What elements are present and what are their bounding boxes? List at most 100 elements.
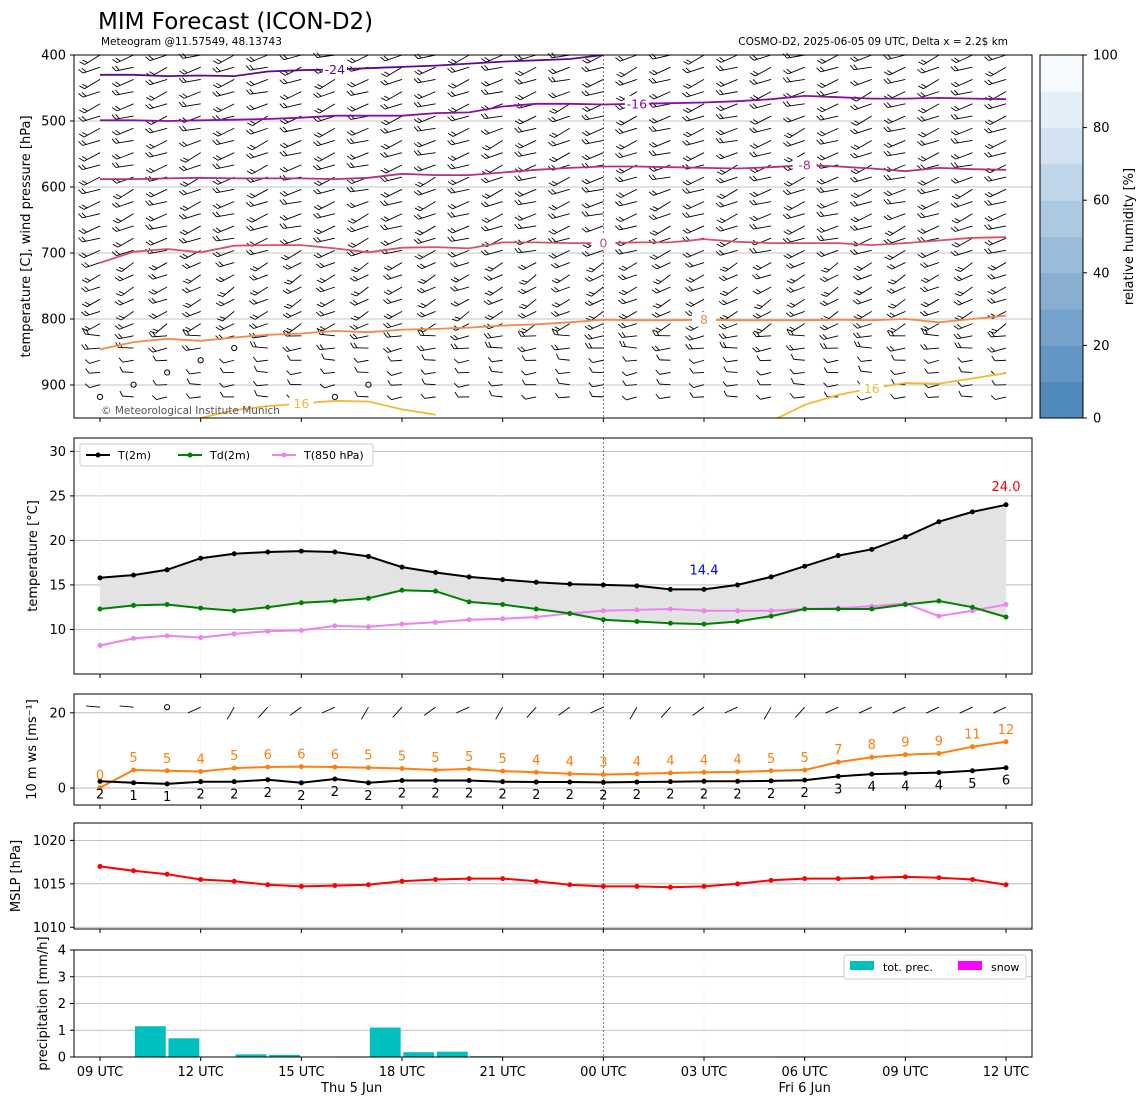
wind-barb-staff (121, 262, 134, 272)
wind-barb-feather (81, 252, 88, 257)
wind-barb-feather (179, 255, 186, 260)
wind-barb-feather (987, 55, 993, 60)
wind-barb-staff (726, 395, 738, 398)
wind-barb-feather (923, 286, 929, 291)
wind-barb-feather (752, 191, 759, 196)
wind-barb-feather (182, 157, 189, 161)
data-point (667, 606, 673, 612)
wind-barb-feather (212, 188, 217, 194)
wind-barb-feather (450, 235, 456, 241)
wind-barb-staff (995, 396, 1007, 400)
wind-barb-feather (346, 179, 352, 184)
wind-barb-staff (356, 311, 369, 321)
wind-barb-feather (249, 316, 256, 320)
wind-barb-feather (417, 238, 422, 243)
wind-barb-feather (212, 91, 218, 97)
wind-barb-feather (819, 187, 825, 193)
wind-barb-feather (117, 324, 124, 329)
wind-barb-feather (615, 153, 620, 158)
wind-barb-feather (313, 165, 318, 171)
data-point (433, 569, 439, 575)
wind-barb-feather (685, 188, 691, 193)
data-point (332, 883, 338, 889)
wind-barb-feather (185, 393, 191, 399)
wind-barb-feather (823, 382, 828, 388)
wind-barb-feather (850, 194, 857, 199)
wind-barb-feather (521, 355, 526, 361)
wind-barb-staff (357, 359, 369, 363)
isotherm--16 (100, 94, 1007, 122)
wind-barb-feather (648, 150, 654, 156)
wind-barb-feather (453, 277, 460, 281)
wind-barb-feather (651, 265, 658, 270)
wind-barb-feather (182, 213, 188, 219)
figure-subtitle-left: Meteogram @11.57549, 48.13743 (101, 36, 282, 48)
wind-barb-feather (315, 263, 322, 269)
wind-barb-feather (413, 191, 419, 196)
wind-barb-feather (279, 103, 285, 109)
isotherm-label: 16 (293, 396, 309, 411)
wind-barb-feather (721, 323, 728, 329)
wind-barb-feather (148, 240, 155, 245)
legend-marker (95, 452, 101, 458)
wind-barb-feather (115, 250, 120, 255)
wind-barb-feather (282, 290, 289, 294)
wind-barb-feather (816, 180, 822, 185)
data-point (399, 621, 405, 627)
wind-barb-feather (853, 267, 860, 272)
data-point (567, 779, 573, 785)
wind-barb-feather (853, 176, 859, 182)
wind-barb-staff (153, 262, 168, 271)
wind-barb-feather (447, 140, 452, 146)
wind-barb-feather (715, 178, 721, 184)
wind-barb-feather (547, 189, 553, 195)
wind-barb-feather (686, 83, 692, 88)
wind-barb-staff (656, 262, 671, 270)
wind-barb-feather (919, 263, 925, 268)
wind-barb-feather (483, 333, 489, 339)
wind-barb-feather (215, 139, 221, 145)
wind-barb-staff (424, 359, 436, 361)
wind-barb-feather (951, 195, 958, 200)
wind-barb-feather (722, 357, 728, 363)
wind-barb-feather (178, 142, 185, 147)
wind-barb-staff (524, 298, 537, 309)
wind-barb-staff (222, 286, 235, 297)
wind-barb-feather (715, 154, 721, 160)
wind-barb-feather (450, 187, 456, 193)
wind-barb-feather (181, 312, 187, 318)
wind-barb-feather (383, 143, 390, 148)
mean-wind-value-label: 2 (633, 788, 641, 803)
wind-barb-feather (856, 298, 862, 304)
wind-barb-feather (453, 334, 459, 340)
wind-barb-feather (685, 131, 692, 136)
x-tick-label: 00 UTC (580, 1065, 626, 1080)
wind-barb-feather (820, 82, 826, 87)
wind-barb-feather (851, 98, 857, 102)
colorbar-tick-label: 60 (1093, 194, 1110, 209)
wind-barb-staff (153, 311, 168, 319)
wind-barb-feather (722, 290, 729, 294)
wind-barb-feather (286, 279, 293, 283)
data-point (835, 773, 841, 779)
wind-barb-feather (283, 118, 289, 123)
wind-barb-staff (958, 323, 973, 330)
wind-barb-feather (216, 318, 223, 322)
wind-barb-feather (313, 182, 320, 186)
wind-barb-feather (218, 325, 225, 330)
wind-barb-staff (118, 335, 134, 340)
wind-barb-feather (555, 353, 560, 360)
wind-barb-feather (953, 89, 959, 95)
wind-barb-staff (86, 298, 101, 308)
isotherm-label: -24 (325, 62, 345, 77)
wind-barb-feather (383, 348, 388, 353)
wind-barb-feather (582, 244, 589, 249)
wind-barb-staff (827, 359, 839, 364)
wind-barb-feather (618, 152, 624, 158)
wind-barb-staff (361, 706, 369, 720)
wind-barb-feather (921, 59, 927, 64)
wind-barb-feather (923, 359, 929, 364)
wind-barb-feather (950, 107, 957, 112)
wind-barb-feather (213, 84, 219, 89)
